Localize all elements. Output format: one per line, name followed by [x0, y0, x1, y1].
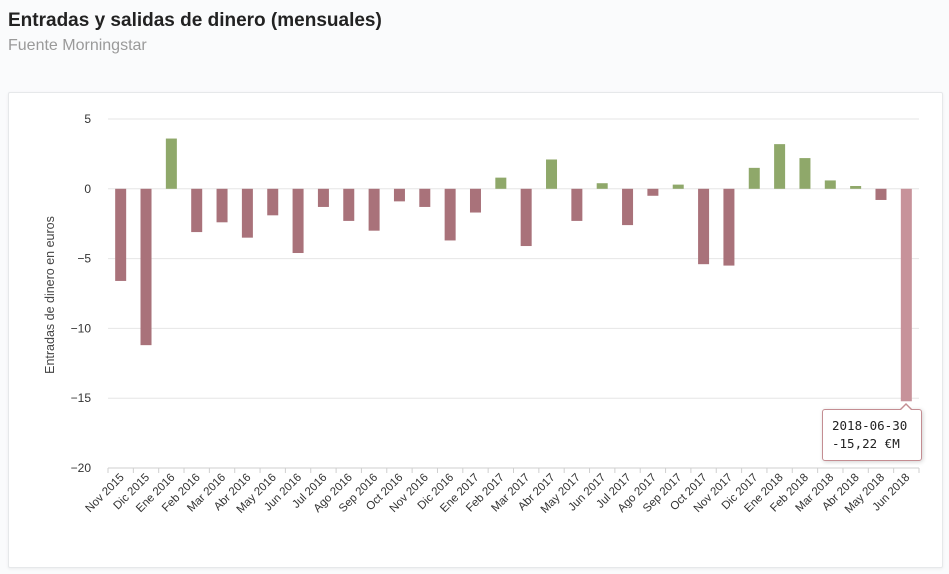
bar[interactable] — [368, 188, 380, 231]
bar[interactable] — [546, 159, 558, 189]
bar[interactable] — [596, 183, 608, 189]
bar[interactable] — [343, 188, 355, 221]
bar[interactable] — [393, 188, 405, 202]
y-axis-title: Entradas de dinero en euros — [43, 216, 57, 374]
y-tick-label: −20 — [71, 461, 92, 475]
y-tick-label: 0 — [84, 182, 91, 196]
bar[interactable] — [469, 188, 481, 213]
bar[interactable] — [850, 186, 862, 189]
chart-subtitle: Fuente Morningstar — [8, 37, 147, 54]
bar[interactable] — [317, 188, 329, 207]
bar[interactable] — [748, 167, 760, 189]
bar[interactable] — [622, 188, 634, 226]
bar[interactable] — [140, 188, 152, 346]
bars — [115, 138, 912, 402]
bar[interactable] — [875, 188, 887, 200]
bar[interactable] — [520, 188, 532, 247]
chart-card: 5 0 −5 −10 −15 −20 Nov 2015 Dic 2015 Ene 2016 Feb… — [8, 92, 943, 568]
y-tick-label: −10 — [71, 321, 92, 335]
y-tick-label: −5 — [77, 252, 91, 266]
grid-lines — [108, 118, 919, 469]
bar[interactable] — [216, 188, 228, 223]
bar[interactable] — [419, 188, 431, 207]
bar[interactable] — [571, 188, 583, 221]
bar[interactable] — [672, 184, 684, 189]
tooltip-value: -15,22 €M — [832, 436, 900, 451]
bar[interactable] — [647, 188, 659, 196]
bar[interactable] — [799, 158, 811, 189]
bar[interactable] — [115, 188, 127, 281]
y-tick-label: 5 — [84, 112, 91, 126]
bar[interactable] — [698, 188, 710, 265]
bar[interactable] — [444, 188, 456, 241]
chart-title: Entradas y salidas de dinero (mensuales) — [8, 10, 382, 31]
bar[interactable] — [267, 188, 279, 216]
bar[interactable] — [900, 188, 912, 402]
bar[interactable] — [191, 188, 203, 233]
bar[interactable] — [165, 138, 177, 189]
bar[interactable] — [723, 188, 735, 266]
bar[interactable] — [774, 144, 786, 189]
bar[interactable] — [824, 180, 836, 189]
y-tick-label: −15 — [71, 391, 92, 405]
bar[interactable] — [495, 177, 507, 189]
tooltip-date: 2018-06-30 — [832, 418, 908, 433]
bar[interactable] — [241, 188, 253, 238]
bar[interactable] — [292, 188, 304, 254]
bar-tooltip: 2018-06-30 -15,22 €M — [822, 403, 922, 461]
header: Entradas y salidas de dinero (mensuales)… — [8, 8, 382, 56]
